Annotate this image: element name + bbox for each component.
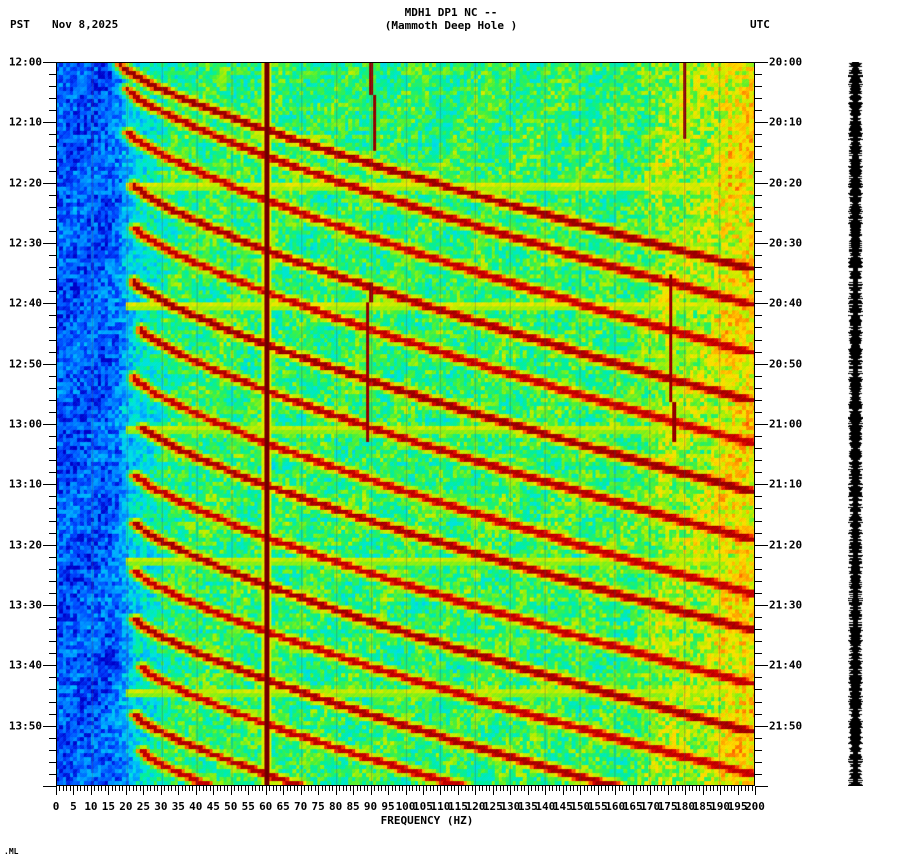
frequency-tick-label: 110 — [430, 800, 451, 813]
frequency-tick-label: 125 — [482, 800, 503, 813]
frequency-tick-label: 5 — [70, 800, 77, 813]
frequency-tick-label: 50 — [224, 800, 238, 813]
utc-time-label: 21:20 — [769, 538, 803, 552]
frequency-tick-label: 135 — [517, 800, 538, 813]
seismogram-trace — [848, 62, 863, 786]
frequency-tick-label: 120 — [465, 800, 486, 813]
frequency-tick-label: 15 — [101, 800, 116, 813]
frequency-tick-label: 55 — [241, 800, 255, 813]
frequency-tick-label: 75 — [311, 800, 325, 813]
pst-time-label: 13:00 — [8, 417, 42, 431]
pst-time-label: 13:30 — [8, 598, 42, 612]
frequency-axis-ticks — [56, 786, 756, 826]
station-title: MDH1 DP1 NC -- — [404, 6, 498, 19]
frequency-tick-label: 200 — [745, 800, 765, 813]
frequency-tick-label: 95 — [381, 800, 395, 813]
utc-time-label: 20:50 — [769, 357, 803, 371]
frequency-tick-label: 165 — [622, 800, 643, 813]
corner-artifact: .ML — [4, 847, 19, 856]
frequency-tick-label: 130 — [500, 800, 521, 813]
pst-time-label: 13:20 — [8, 538, 42, 552]
time-axis-utc: 20:00 20:10 20:20 20:30 20:40 20:50 21:00 21:10… — [755, 56, 902, 787]
frequency-tick-label: 145 — [552, 800, 573, 813]
frequency-tick-label: 170 — [640, 800, 661, 813]
date-label: Nov 8,2025 — [52, 18, 119, 31]
spectrogram-plot — [56, 62, 755, 786]
frequency-axis-title: FREQUENCY (HZ) — [0, 814, 902, 827]
utc-time-label: 20:00 — [769, 55, 803, 69]
utc-time-label: 21:30 — [769, 598, 803, 612]
pst-time-label: 13:40 — [8, 658, 42, 672]
seismogram-trace-canvas — [848, 62, 863, 786]
frequency-tick-label: 80 — [328, 800, 343, 813]
spectrogram-canvas — [57, 63, 754, 785]
frequency-tick-label: 140 — [535, 800, 556, 813]
frequency-tick-label: 85 — [346, 800, 360, 813]
pst-time-label: 13:10 — [8, 477, 42, 491]
frequency-tick-label: 115 — [447, 800, 468, 813]
utc-time-label: 20:30 — [769, 236, 803, 250]
timezone-label-left: PST — [10, 18, 30, 31]
station-subtitle: (Mammoth Deep Hole ) — [384, 19, 518, 32]
frequency-tick-label: 20 — [119, 800, 133, 813]
frequency-axis-labels: 0 5 10 15 20 25 30 35 40 45 50 55 60 65 70 75 80 85 90 95 10… — [0, 800, 902, 816]
frequency-tick-label: 45 — [206, 800, 220, 813]
frequency-tick-label: 40 — [189, 800, 203, 813]
frequency-tick-label: 190 — [710, 800, 730, 813]
frequency-tick-label: 185 — [692, 800, 713, 813]
pst-time-label: 12:30 — [8, 236, 42, 250]
pst-time-label: 12:00 — [8, 55, 42, 69]
frequency-tick-label: 70 — [294, 800, 308, 813]
pst-time-label: 12:20 — [8, 176, 42, 190]
frequency-tick-label: 105 — [413, 800, 433, 813]
time-axis-pst: 12:00 12:10 12:20 12:30 12:40 12:50 13:00 13:10… — [0, 56, 56, 787]
frequency-tick-label: 150 — [570, 800, 591, 813]
utc-time-label: 20:10 — [769, 115, 803, 129]
pst-time-label: 12:50 — [8, 357, 42, 371]
utc-time-label: 21:10 — [769, 477, 803, 491]
pst-time-label: 13:50 — [8, 719, 42, 733]
utc-time-label: 20:20 — [769, 176, 803, 190]
frequency-tick-label: 160 — [605, 800, 626, 813]
frequency-tick-label: 60 — [259, 800, 273, 813]
frequency-tick-label: 30 — [154, 800, 168, 813]
pst-time-label: 12:40 — [8, 296, 42, 310]
frequency-tick-label: 65 — [276, 800, 290, 813]
frequency-tick-label: 25 — [136, 800, 150, 813]
frequency-tick-label: 0 — [52, 800, 60, 813]
frequency-axis-title-text: FREQUENCY (HZ) — [380, 814, 474, 827]
utc-time-label: 21:00 — [769, 417, 803, 431]
frequency-tick-label: 10 — [84, 800, 98, 813]
frequency-tick-label: 155 — [587, 800, 608, 813]
frequency-tick-label: 35 — [171, 800, 185, 813]
frequency-tick-label: 90 — [363, 800, 378, 813]
frequency-tick-label: 180 — [675, 800, 696, 813]
frequency-tick-label: 175 — [657, 800, 678, 813]
pst-time-label: 12:10 — [8, 115, 42, 129]
frequency-tick-label: 195 — [727, 800, 748, 813]
frequency-tick-label: 100 — [395, 800, 416, 813]
utc-time-label: 21:50 — [769, 719, 803, 733]
utc-time-label: 20:40 — [769, 296, 803, 310]
timezone-label-right: UTC — [750, 18, 770, 31]
utc-time-label: 21:40 — [769, 658, 803, 672]
